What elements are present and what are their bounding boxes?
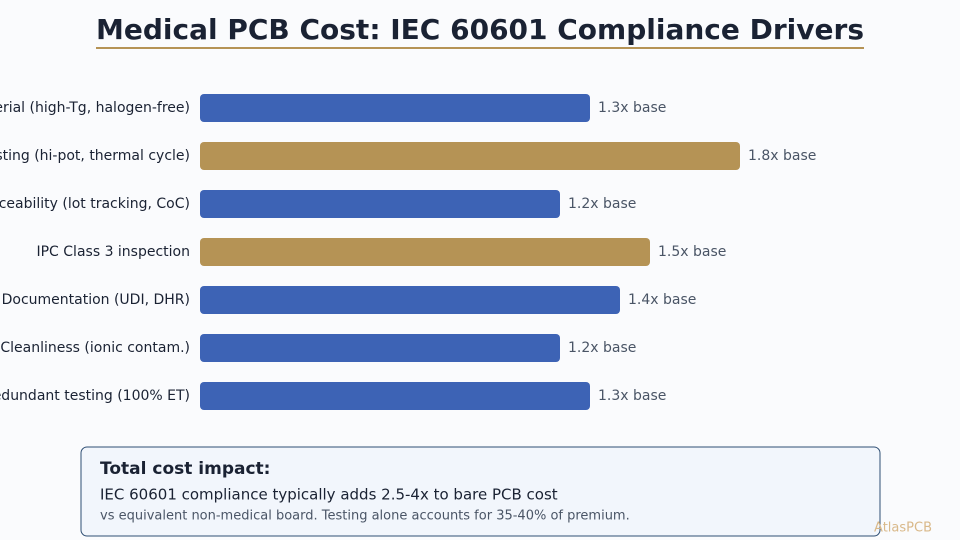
- value-label: 1.2x base: [568, 340, 636, 356]
- bar: [200, 94, 590, 122]
- category-label: sting (hi-pot, thermal cycle): [0, 148, 190, 164]
- category-label: Documentation (UDI, DHR): [2, 292, 190, 308]
- value-label: 1.2x base: [568, 196, 636, 212]
- note-box: [80, 446, 881, 537]
- bar: [200, 142, 740, 170]
- watermark: AtlasPCB: [874, 521, 932, 536]
- bar: [200, 382, 590, 410]
- note-text: IEC 60601 compliance typically adds 2.5-…: [100, 486, 558, 504]
- chart-title: Medical PCB Cost: IEC 60601 Compliance D…: [96, 13, 864, 46]
- category-label: edundant testing (100% ET): [0, 388, 190, 404]
- value-label: 1.3x base: [598, 100, 666, 116]
- bar: [200, 238, 650, 266]
- bar: [200, 286, 620, 314]
- bar: [200, 190, 560, 218]
- value-label: 1.5x base: [658, 244, 726, 260]
- category-label: erial (high-Tg, halogen-free): [0, 100, 190, 116]
- note-title: Total cost impact:: [100, 459, 270, 479]
- note-subtext: vs equivalent non-medical board. Testing…: [100, 509, 630, 524]
- category-label: Cleanliness (ionic contam.): [0, 340, 190, 356]
- bar: [200, 334, 560, 362]
- value-label: 1.4x base: [628, 292, 696, 308]
- value-label: 1.3x base: [598, 388, 666, 404]
- category-label: IPC Class 3 inspection: [36, 244, 190, 260]
- value-label: 1.8x base: [748, 148, 816, 164]
- category-label: ceability (lot tracking, CoC): [0, 196, 190, 212]
